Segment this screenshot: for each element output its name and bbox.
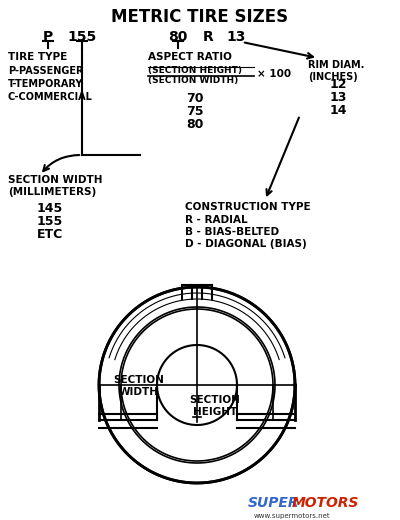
Text: × 100: × 100	[257, 69, 291, 79]
Text: (SECTION HEIGHT): (SECTION HEIGHT)	[148, 66, 242, 75]
Text: TIRE TYPE: TIRE TYPE	[8, 52, 67, 62]
Text: SUPER: SUPER	[248, 496, 300, 510]
Text: P: P	[43, 30, 53, 44]
Text: ETC: ETC	[37, 228, 63, 241]
Text: 12: 12	[329, 78, 347, 91]
Text: (SECTION WIDTH): (SECTION WIDTH)	[148, 76, 238, 85]
Text: 13: 13	[329, 91, 347, 104]
Text: 155: 155	[67, 30, 97, 44]
Text: 145: 145	[37, 202, 63, 215]
Text: R - RADIAL: R - RADIAL	[185, 215, 248, 225]
Text: SECTION WIDTH
(MILLIMETERS): SECTION WIDTH (MILLIMETERS)	[8, 175, 102, 197]
Text: 80: 80	[168, 30, 188, 44]
Text: 80: 80	[186, 118, 204, 131]
Text: P-PASSENGER: P-PASSENGER	[8, 66, 84, 76]
Text: SECTION
WIDTH: SECTION WIDTH	[114, 375, 164, 397]
Text: www.supermotors.net: www.supermotors.net	[254, 513, 331, 519]
Text: T-TEMPORARY: T-TEMPORARY	[8, 79, 83, 89]
Text: METRIC TIRE SIZES: METRIC TIRE SIZES	[112, 8, 288, 26]
Text: 14: 14	[329, 104, 347, 117]
Text: SECTION
HEIGHT: SECTION HEIGHT	[190, 395, 240, 417]
Text: 75: 75	[186, 105, 204, 118]
Text: 13: 13	[226, 30, 246, 44]
Text: 155: 155	[37, 215, 63, 228]
Text: RIM DIAM.
(INCHES): RIM DIAM. (INCHES)	[308, 60, 364, 82]
Text: MOTORS: MOTORS	[292, 496, 359, 510]
Text: B - BIAS-BELTED: B - BIAS-BELTED	[185, 227, 279, 237]
Text: D - DIAGONAL (BIAS): D - DIAGONAL (BIAS)	[185, 239, 307, 249]
Text: CONSTRUCTION TYPE: CONSTRUCTION TYPE	[185, 202, 311, 212]
Text: ASPECT RATIO: ASPECT RATIO	[148, 52, 232, 62]
Text: 70: 70	[186, 92, 204, 105]
Text: R: R	[203, 30, 213, 44]
Text: C-COMMERCIAL: C-COMMERCIAL	[8, 92, 93, 102]
